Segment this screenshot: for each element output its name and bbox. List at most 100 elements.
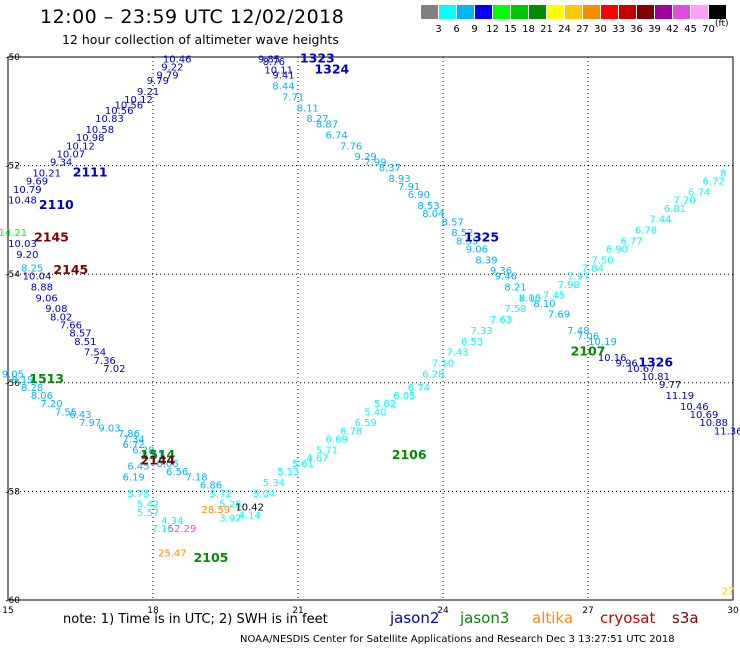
chart-footer: NOAA/NESDIS Center for Satellite Applica… xyxy=(240,634,675,645)
swh-value: 10.48 xyxy=(8,196,37,207)
pass-label: 1326 xyxy=(638,355,673,370)
swh-value: 6.43 xyxy=(69,410,91,421)
swh-value: 10.58 xyxy=(86,125,115,136)
swh-value: 6.72 xyxy=(703,177,725,188)
swh-value: 5.13 xyxy=(277,467,299,478)
swh-value: 7.00 xyxy=(519,293,541,304)
color-scale-unit: (ft) xyxy=(715,19,729,29)
swh-value: 9.79 xyxy=(156,71,178,82)
pass-label: 1325 xyxy=(464,230,499,245)
swh-value: 8.57 xyxy=(442,217,464,228)
y-tick-label: -58 xyxy=(5,487,20,497)
swh-value: 10.11 xyxy=(264,65,293,76)
swh-value: 5.57 xyxy=(137,508,159,519)
scale-label: 3 xyxy=(435,24,442,35)
swh-value: 10.16 xyxy=(598,353,627,364)
scale-label: 39 xyxy=(648,24,661,35)
scale-label: 70 xyxy=(702,24,715,35)
swh-value: 8.39 xyxy=(475,255,497,266)
swh-value: 7.66 xyxy=(60,321,82,332)
pass-label: 2110 xyxy=(39,197,74,212)
swh-value: 3.92 xyxy=(219,513,241,524)
pass-label: 1514 xyxy=(140,447,175,462)
swh-value: 8.28 xyxy=(21,383,43,394)
swh-value: 9.06 xyxy=(466,244,488,255)
swh-value: 8.11 xyxy=(297,103,319,114)
swh-value: 9.29 xyxy=(355,152,377,163)
swh-value: 9.08 xyxy=(45,304,67,315)
swh-value: 10.04 xyxy=(23,272,52,283)
swh-value: 8.76 xyxy=(263,57,285,68)
swh-value: 7.98 xyxy=(558,280,580,291)
swh-value: 8.87 xyxy=(316,120,338,131)
scale-swatch xyxy=(619,5,636,19)
scale-label: 15 xyxy=(504,24,517,35)
swh-value: 7.10 xyxy=(432,359,454,370)
plot-frame xyxy=(7,56,734,601)
swh-value: 9.96 xyxy=(616,359,638,370)
swh-value: 4.67 xyxy=(306,454,328,465)
swh-value: 7.54 xyxy=(84,348,106,359)
swh-value: 10.88 xyxy=(699,418,728,429)
y-tick-label: -50 xyxy=(5,53,20,63)
swh-value: 8 xyxy=(720,168,726,179)
satellite-altika: altika xyxy=(532,609,574,627)
swh-value: 10.67 xyxy=(627,364,656,375)
swh-value: 7.06 xyxy=(577,331,599,342)
swh-value: 6.86 xyxy=(200,481,222,492)
swh-value: 6.45 xyxy=(127,462,149,473)
swh-value: 10.12 xyxy=(66,141,95,152)
scale-swatch xyxy=(493,5,510,19)
swh-value: 10.42 xyxy=(235,502,264,513)
scale-label: 42 xyxy=(666,24,679,35)
scale-label: 9 xyxy=(471,24,478,35)
scale-swatch xyxy=(691,5,708,19)
pass-label: 1513 xyxy=(29,371,64,386)
swh-value: 7.48 xyxy=(567,326,589,337)
swh-value: 10.07 xyxy=(57,149,86,160)
swh-value: 8.27 xyxy=(306,114,328,125)
swh-value: 6.69 xyxy=(326,435,348,446)
swh-value: 10.79 xyxy=(13,185,42,196)
swh-value: 10.46 xyxy=(163,54,192,65)
swh-value: 7.18 xyxy=(185,473,207,484)
scale-swatch xyxy=(421,5,438,19)
swh-value: 10.03 xyxy=(8,239,37,250)
scale-swatch xyxy=(475,5,492,19)
scale-swatch xyxy=(439,5,456,19)
pass-label: 2105 xyxy=(194,550,229,565)
swh-value: 9.79 xyxy=(147,76,169,87)
pass-label: 2145 xyxy=(34,230,69,245)
swh-value: 6.51 xyxy=(142,451,164,462)
scale-label: 30 xyxy=(594,24,607,35)
swh-value: 6.53 xyxy=(461,337,483,348)
swh-value: 7.97 xyxy=(79,418,101,429)
swh-value: 7.02 xyxy=(103,364,125,375)
swh-value: 9.22 xyxy=(161,63,183,74)
swh-value: 7.44 xyxy=(649,215,671,226)
swh-value: 5.34 xyxy=(263,478,285,489)
swh-value: 6.78 xyxy=(635,225,657,236)
chart-title: 12:00 – 23:59 UTC 12/02/2018 xyxy=(40,6,345,28)
swh-value: 11.36 xyxy=(714,426,740,437)
pass-label: 2111 xyxy=(73,164,108,179)
chart-note: note: 1) Time is in UTC; 2) SWH is in fe… xyxy=(63,612,328,627)
scale-label: 33 xyxy=(612,24,625,35)
swh-value: 6.74 xyxy=(688,187,710,198)
swh-value: 27 xyxy=(722,587,735,598)
swh-value: 7.97 xyxy=(567,272,589,283)
swh-value: 10.56 xyxy=(115,101,144,112)
swh-value: 8.53 xyxy=(417,201,439,212)
swh-value: 6.28 xyxy=(132,445,154,456)
swh-value: 10.21 xyxy=(32,168,61,179)
y-tick-label: -60 xyxy=(5,596,20,606)
swh-value: 6.81 xyxy=(664,204,686,215)
swh-value: 5.40 xyxy=(364,407,386,418)
swh-value: 52.29 xyxy=(168,524,197,535)
swh-value: 7.71 xyxy=(282,92,304,103)
scale-swatch xyxy=(547,5,564,19)
swh-value: 10.83 xyxy=(95,114,124,125)
swh-value: 9.05 xyxy=(2,369,24,380)
swh-value: 7.45 xyxy=(543,291,565,302)
swh-value: 10.19 xyxy=(588,337,617,348)
